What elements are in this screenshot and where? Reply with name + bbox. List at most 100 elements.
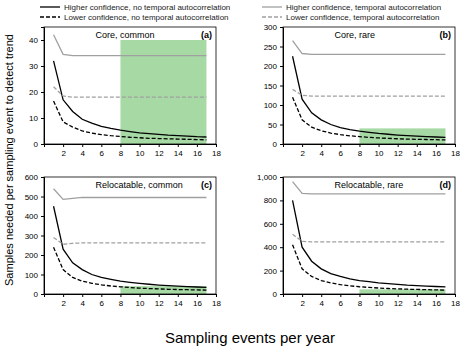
y-tick: 100: [264, 101, 283, 110]
x-tick: 16: [432, 294, 441, 308]
x-axis-line: [284, 295, 456, 298]
legend-item: Higher confidence, no temporal autocorre…: [40, 3, 230, 12]
x-tick: 18: [212, 294, 221, 308]
y-tick-mark: [280, 271, 283, 272]
x-tick-mark: [159, 144, 160, 147]
y-tick-label: 20: [29, 88, 38, 97]
x-tick-mark: [436, 144, 437, 147]
x-tick-mark: [340, 294, 341, 297]
y-tick-mark: [41, 40, 44, 41]
figure: Higher confidence, no temporal autocorre…: [0, 0, 474, 357]
series-line: [293, 245, 446, 290]
x-axis-title: Sampling events per year: [165, 329, 335, 346]
x-tick: 2: [61, 144, 66, 158]
x-tick-mark: [120, 144, 121, 147]
y-tick: 0: [273, 290, 283, 299]
y-tick: 200: [264, 62, 283, 71]
x-tick-label: 4: [80, 149, 85, 158]
x-tick-label: 2: [61, 149, 66, 158]
x-tick-label: 8: [358, 299, 363, 308]
x-tick-mark: [216, 144, 217, 147]
y-tick-label: 100: [264, 101, 278, 110]
legend-swatch: [262, 6, 282, 7]
x-tick-mark: [197, 144, 198, 147]
y-tick-mark: [41, 236, 44, 237]
y-tick-mark: [280, 66, 283, 67]
x-tick-mark: [63, 294, 64, 297]
plot-area: [54, 189, 207, 294]
x-tick-label: 14: [413, 149, 422, 158]
y-tick-label: 200: [264, 267, 278, 276]
x-tick: 4: [319, 294, 324, 308]
x-tick: 8: [358, 144, 363, 158]
y-tick-mark: [41, 177, 44, 178]
y-tick: 20: [29, 88, 44, 97]
x-tick-label: 4: [319, 149, 324, 158]
panel-label: (d): [440, 180, 452, 190]
legend-swatch: [40, 6, 60, 7]
plot-frame: [44, 177, 216, 294]
y-tick-label: 0: [34, 290, 39, 299]
y-tick-label: 600: [264, 220, 278, 229]
y-tick-mark: [41, 197, 44, 198]
x-tick-label: 12: [394, 299, 403, 308]
legend-label: Lower confidence, temporal autocorrelati…: [286, 13, 439, 22]
x-tick: 4: [319, 144, 324, 158]
legend-label: Lower confidence, no temporal autocorrel…: [64, 13, 229, 22]
x-tick-mark: [178, 144, 179, 147]
x-tick-mark: [417, 144, 418, 147]
y-tick-mark: [41, 66, 44, 67]
panel-title: Relocatable, rare: [335, 180, 404, 190]
x-tick-label: 6: [100, 149, 105, 158]
y-tick-label: 30: [29, 62, 38, 71]
x-tick-label: 14: [174, 149, 183, 158]
x-tick: 10: [136, 144, 145, 158]
series-line: [54, 206, 207, 287]
x-tick: 10: [136, 294, 145, 308]
x-tick-mark: [340, 144, 341, 147]
x-tick-label: 10: [136, 149, 145, 158]
x-tick: 6: [339, 144, 344, 158]
x-tick-mark: [398, 144, 399, 147]
x-tick: 12: [155, 294, 164, 308]
x-tick-mark: [359, 144, 360, 147]
y-axis: 02004006008001,000: [257, 173, 284, 299]
plot-area: [293, 182, 446, 294]
series-line: [293, 200, 446, 286]
x-tick: 14: [413, 294, 422, 308]
x-tick-label: 4: [319, 299, 324, 308]
x-tick: 14: [413, 144, 422, 158]
x-tick-mark: [101, 144, 102, 147]
x-tick: 12: [394, 294, 403, 308]
panel-label: (c): [201, 180, 212, 190]
x-tick: 18: [212, 144, 221, 158]
x-tick-mark: [197, 294, 198, 297]
x-tick-label: 8: [119, 149, 124, 158]
y-tick-mark: [280, 200, 283, 201]
x-tick-mark: [359, 294, 360, 297]
x-axis-line: [45, 145, 217, 148]
y-tick-mark: [41, 255, 44, 256]
y-tick: 200: [264, 267, 283, 276]
x-tick: 6: [339, 294, 344, 308]
x-tick: 14: [174, 144, 183, 158]
x-tick-label: 10: [375, 149, 384, 158]
x-tick: 16: [193, 294, 202, 308]
x-tick: 10: [375, 294, 384, 308]
y-axis: 050100150200250300: [264, 23, 284, 149]
series-line: [293, 56, 446, 137]
x-tick-label: 6: [339, 149, 344, 158]
y-tick-mark: [280, 105, 283, 106]
x-tick-label: 10: [375, 299, 384, 308]
plot-frame: [283, 177, 455, 294]
x-tick: 8: [119, 294, 124, 308]
x-tick-mark: [321, 294, 322, 297]
y-tick: 0: [34, 290, 44, 299]
panel-title: Core, common: [96, 30, 155, 40]
x-tick-label: 12: [155, 149, 164, 158]
y-tick-label: 10: [29, 114, 38, 123]
y-tick-label: 200: [264, 62, 278, 71]
y-tick-mark: [41, 118, 44, 119]
y-axis-line: [280, 28, 284, 145]
y-tick-label: 200: [25, 251, 39, 260]
